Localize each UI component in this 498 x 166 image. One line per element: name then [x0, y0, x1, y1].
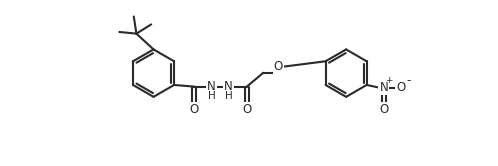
Text: O: O	[396, 81, 405, 94]
Text: O: O	[242, 103, 251, 116]
Text: O: O	[379, 103, 388, 116]
Text: H: H	[225, 91, 233, 101]
Text: H: H	[208, 91, 216, 101]
Text: N: N	[207, 80, 216, 93]
Text: -: -	[406, 74, 410, 87]
Text: +: +	[385, 76, 393, 85]
Text: N: N	[224, 80, 233, 93]
Text: N: N	[379, 81, 388, 94]
Text: O: O	[274, 60, 283, 73]
Text: O: O	[190, 103, 199, 116]
